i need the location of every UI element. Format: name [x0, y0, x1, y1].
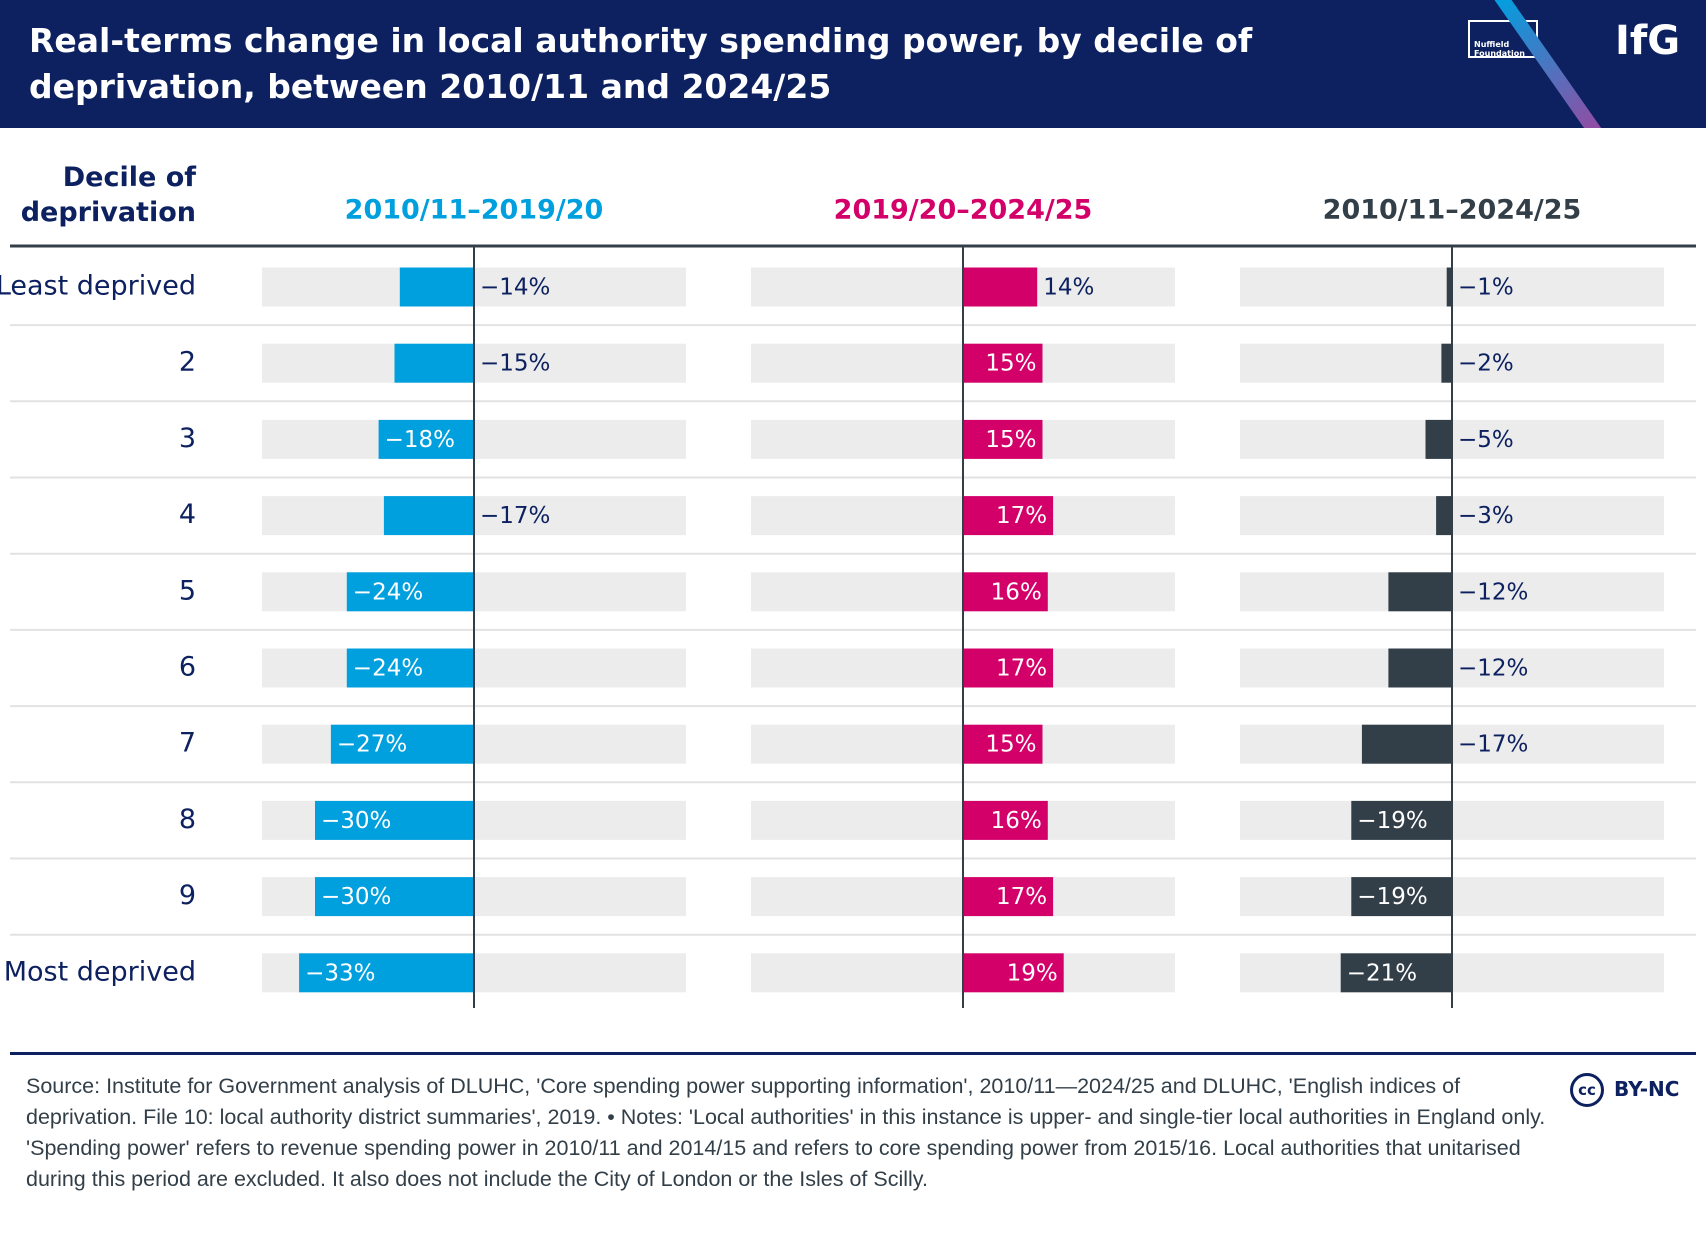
value-label: −5% — [1458, 427, 1514, 453]
value-label: 16% — [991, 808, 1042, 834]
bar — [346, 648, 474, 688]
bar — [963, 267, 1038, 307]
category-label: 4 — [179, 499, 196, 530]
value-label: −19% — [1357, 808, 1427, 834]
category-label: 6 — [179, 652, 196, 683]
value-label: −17% — [480, 503, 550, 529]
bar — [330, 724, 474, 764]
bar — [963, 724, 1043, 764]
value-label: −24% — [353, 579, 423, 605]
value-label: −17% — [1458, 732, 1528, 758]
value-label: 14% — [1043, 275, 1094, 301]
source-note: Source: Institute for Government analysi… — [26, 1074, 1546, 1191]
value-label: −18% — [385, 427, 455, 453]
bar — [1361, 724, 1452, 764]
bar — [1441, 343, 1452, 383]
category-label: 9 — [179, 880, 196, 911]
bar — [963, 343, 1043, 383]
bar — [1388, 572, 1452, 612]
bar — [1436, 496, 1452, 536]
bar — [399, 267, 474, 307]
category-label: 2 — [179, 347, 196, 378]
bar — [1351, 800, 1452, 840]
value-label: −14% — [480, 275, 550, 301]
chart-title: Real-terms change in local authority spe… — [29, 21, 1253, 106]
bar — [963, 572, 1048, 612]
bar — [963, 953, 1064, 993]
category-label: Most deprived — [4, 956, 196, 987]
bar — [1388, 648, 1452, 688]
bar — [1340, 953, 1452, 993]
value-label: −24% — [353, 656, 423, 682]
value-label: 17% — [996, 884, 1047, 910]
bar — [346, 572, 474, 612]
header: Real-terms change in local authority spe… — [0, 0, 1706, 128]
value-label: −12% — [1458, 579, 1528, 605]
bar — [1425, 419, 1452, 459]
bar — [383, 496, 474, 536]
value-label: 19% — [1007, 960, 1058, 986]
category-label: 8 — [179, 804, 196, 835]
value-label: −33% — [305, 960, 375, 986]
category-label: 7 — [179, 728, 196, 759]
stripe — [1494, 0, 1610, 128]
panel-title: 2010/11–2024/25 — [1323, 195, 1582, 226]
value-label: −30% — [321, 884, 391, 910]
value-label: 16% — [991, 579, 1042, 605]
category-label: 5 — [179, 575, 196, 606]
brand: IfG — [1615, 18, 1681, 64]
value-label: −21% — [1347, 960, 1417, 986]
value-label: −30% — [321, 808, 391, 834]
bar — [1446, 267, 1452, 307]
panel-title: 2010/11–2019/20 — [345, 195, 604, 226]
value-label: 15% — [985, 732, 1036, 758]
value-label: −3% — [1458, 503, 1514, 529]
value-label: −15% — [480, 351, 550, 377]
category-header: Decile of deprivation — [21, 162, 197, 228]
category-label: Least deprived — [0, 271, 196, 302]
value-label: −19% — [1357, 884, 1427, 910]
footer: Source: Institute for Government analysi… — [10, 1052, 1696, 1191]
bar — [378, 419, 474, 459]
bar — [963, 419, 1043, 459]
bar — [963, 877, 1054, 917]
category-label: 3 — [179, 423, 196, 454]
bar — [1351, 877, 1452, 917]
bar — [963, 648, 1054, 688]
value-label: 17% — [996, 503, 1047, 529]
value-label: −2% — [1458, 351, 1514, 377]
bar — [299, 953, 474, 993]
value-label: 17% — [996, 656, 1047, 682]
value-label: −12% — [1458, 656, 1528, 682]
bar — [315, 800, 474, 840]
license: BY-NC — [1614, 1077, 1680, 1101]
value-label: 15% — [985, 427, 1036, 453]
bar — [315, 877, 474, 917]
bar — [394, 343, 474, 383]
bar — [963, 800, 1048, 840]
license-icon: cc — [1570, 1073, 1604, 1107]
bar — [963, 496, 1054, 536]
value-label: −1% — [1458, 275, 1514, 301]
value-label: −27% — [337, 732, 407, 758]
chart: Decile of deprivation Least deprived 2 3 4 5 6 7… — [0, 162, 1696, 1008]
value-label: 15% — [985, 351, 1036, 377]
panel-title: 2019/20–2024/25 — [834, 195, 1093, 226]
